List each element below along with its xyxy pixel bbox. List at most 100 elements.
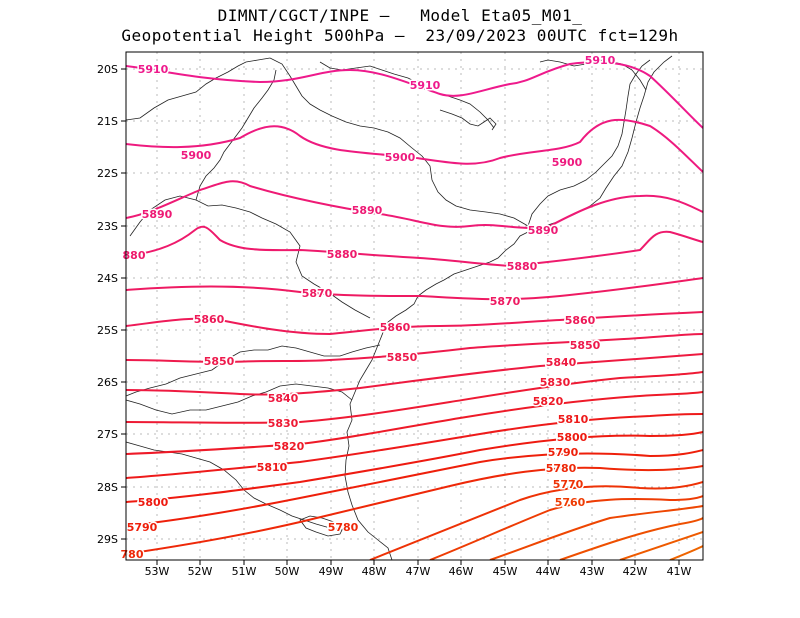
contour-5890 <box>126 180 703 229</box>
chart-title-line-2: Geopotential Height 500hPa – 23/09/2023 … <box>121 26 679 45</box>
contour-label: 5910 <box>138 63 169 76</box>
y-tick-label: 23S <box>97 220 118 233</box>
contour-5840 <box>126 353 703 396</box>
state-border-rj <box>527 59 651 227</box>
contour-label: 5790 <box>548 446 579 459</box>
contour-5730 <box>619 531 703 560</box>
contour-label: 5850 <box>387 351 418 364</box>
y-tick-label: 21S <box>97 115 118 128</box>
contour-label: 5780 <box>328 521 359 534</box>
x-tick-label: 51W <box>232 565 257 578</box>
contour-lines <box>126 61 703 560</box>
state-border-sp-north <box>195 69 277 201</box>
contour-label: 5870 <box>302 287 333 300</box>
y-tick-label: 22S <box>97 167 118 180</box>
contour-5780 <box>126 465 703 555</box>
contour-label: 5850 <box>570 339 601 352</box>
contour-5720 <box>669 545 703 560</box>
x-tick-label: 43W <box>580 565 605 578</box>
x-tick-label: 49W <box>319 565 344 578</box>
y-tick-label: 28S <box>97 481 118 494</box>
contour-label: 780 <box>121 548 144 561</box>
contour-label: 5890 <box>528 224 559 237</box>
contour-label: 5800 <box>557 431 588 444</box>
x-tick-label: 52W <box>188 565 213 578</box>
contour-label: 5860 <box>194 313 225 326</box>
y-tick-label: 25S <box>97 324 118 337</box>
y-tick-label: 24S <box>97 272 118 285</box>
contour-label: 5790 <box>127 521 158 534</box>
contour-label: 5820 <box>533 395 564 408</box>
contour-5910 <box>126 61 703 129</box>
y-tick-label: 27S <box>97 428 118 441</box>
contour-label: 5760 <box>555 496 586 509</box>
y-tick-label: 29S <box>97 533 118 546</box>
y-tick-label: 20S <box>97 63 118 76</box>
x-tick-label: 48W <box>362 565 387 578</box>
contour-label: 5860 <box>380 321 411 334</box>
contour-label: 5770 <box>553 478 584 491</box>
x-tick-label: 44W <box>536 565 561 578</box>
x-tick-label: 47W <box>406 565 431 578</box>
contour-label: 5880 <box>327 248 358 261</box>
contour-label: 5820 <box>274 440 305 453</box>
contour-5900 <box>126 118 703 173</box>
x-tick-label: 45W <box>493 565 518 578</box>
axis-ticks <box>121 68 680 565</box>
contour-5790 <box>126 449 703 527</box>
contour-label: 5890 <box>352 204 383 217</box>
contour-5820 <box>126 391 703 455</box>
contour-label: 5840 <box>546 356 577 369</box>
contour-label: 5900 <box>385 151 416 164</box>
contour-5870 <box>126 277 703 301</box>
x-tick-label: 46W <box>449 565 474 578</box>
state-border-ms <box>126 57 271 121</box>
state-border-mg <box>269 57 529 227</box>
state-border-argentina <box>126 441 343 531</box>
contour-label: 5810 <box>558 413 589 426</box>
contour-label: 5890 <box>142 208 173 221</box>
contour-5810 <box>126 413 703 479</box>
contour-label: 5880 <box>507 260 538 273</box>
contour-5830 <box>126 371 703 424</box>
river-outline <box>439 109 497 131</box>
contour-label: 5850 <box>204 355 235 368</box>
x-tick-label: 50W <box>275 565 300 578</box>
chart-title-line-1: DIMNT/CGCT/INPE – Model Eta05_M01_ <box>217 6 583 25</box>
state-border-sp-pr <box>129 195 371 319</box>
contour-5740 <box>559 517 703 560</box>
contour-label: 880 <box>123 249 146 262</box>
contour-5770 <box>369 481 703 560</box>
x-tick-label: 53W <box>145 565 170 578</box>
state-border-es <box>539 59 647 91</box>
state-border-go <box>319 61 495 129</box>
y-tick-label: 26S <box>97 376 118 389</box>
contour-5760 <box>429 495 703 560</box>
contour-label: 5810 <box>257 461 288 474</box>
contour-label: 5830 <box>268 417 299 430</box>
plot-frame <box>125 51 704 561</box>
contour-5800 <box>126 431 703 503</box>
contour-label: 5900 <box>181 149 212 162</box>
grid <box>126 52 703 560</box>
x-axis-labels: 53W 52W 51W 50W 49W 48W 47W 46W 45W 44W … <box>145 565 692 578</box>
contour-labels: 5910 5910 5910 5900 5900 5900 5890 5890 … <box>119 53 617 563</box>
state-border-sc-rs <box>126 383 353 415</box>
contour-label: 5910 <box>410 79 441 92</box>
contour-label: 5870 <box>490 295 521 308</box>
lagoon-outline <box>299 515 345 537</box>
contour-5860 <box>126 311 703 336</box>
contour-5750 <box>489 505 703 560</box>
state-border-pr-sc <box>126 344 381 397</box>
contour-label: 5830 <box>540 376 571 389</box>
contour-label: 5840 <box>268 392 299 405</box>
contour-label: 5900 <box>552 156 583 169</box>
x-tick-label: 42W <box>623 565 648 578</box>
contour-label: 5780 <box>546 462 577 475</box>
x-tick-label: 41W <box>667 565 692 578</box>
y-axis-labels: 20S 21S 22S 23S 24S 25S 26S 27S 28S 29S <box>97 63 118 546</box>
contour-label: 5910 <box>585 54 616 67</box>
contour-5880 <box>126 225 703 268</box>
coastline <box>344 55 673 560</box>
